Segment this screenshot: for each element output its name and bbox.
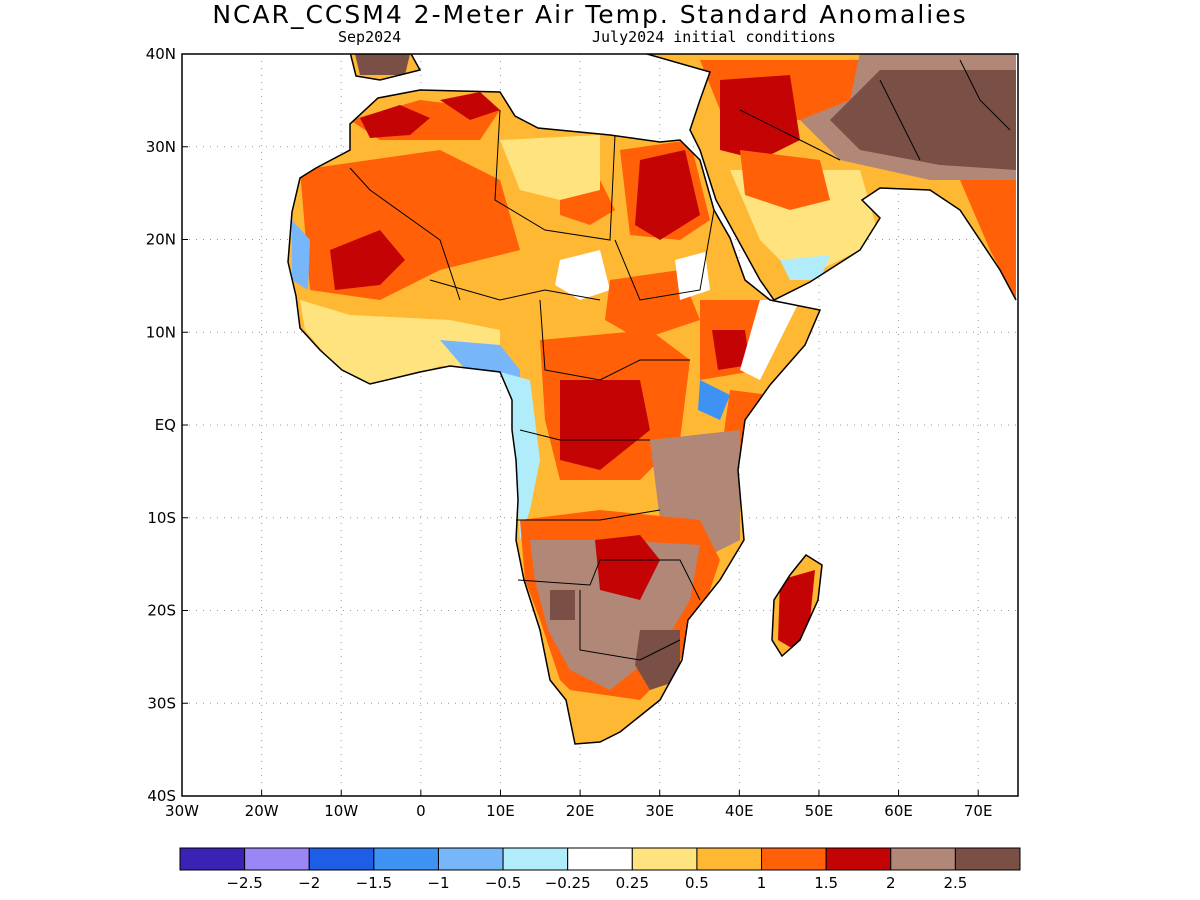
map-title: NCAR_CCSM4 2-Meter Air Temp. Standard An… — [212, 0, 968, 29]
country-borders — [349, 59, 1011, 661]
color-legend: −2.5 −2 −1.5 −1 −0.5 −0.25 0.25 0.5 1 1.5 2 2.5 — [179, 847, 1021, 892]
lon-tick-label: 40E — [725, 802, 754, 820]
legend-label: 2 — [886, 874, 896, 892]
lat-tick-label: 30N — [146, 138, 176, 156]
legend-label: −1 — [427, 874, 449, 892]
lat-tick-label: 10S — [147, 509, 176, 527]
plot-frame — [181, 53, 1019, 797]
lat-tick-label: 10N — [146, 323, 176, 341]
lat-tick-label: 20N — [146, 231, 176, 249]
legend-label: 2.5 — [943, 874, 967, 892]
legend-swatch — [890, 847, 956, 871]
lon-tick-label: 0 — [416, 802, 426, 820]
lon-tick-label: 30E — [645, 802, 674, 820]
lon-tick-label: 20W — [245, 802, 279, 820]
legend-swatch — [437, 847, 504, 871]
legend-swatch — [308, 847, 375, 871]
lon-tick-label: 10E — [486, 802, 515, 820]
legend-swatch — [373, 847, 439, 871]
lon-tick-label: 10W — [324, 802, 358, 820]
lon-tick-label: 20E — [566, 802, 595, 820]
legend-swatch — [954, 847, 1021, 871]
initial-conditions: July2024 initial conditions — [592, 28, 836, 46]
legend-swatch — [179, 847, 246, 871]
legend-label: 0.5 — [685, 874, 709, 892]
lon-tick-label: 60E — [884, 802, 913, 820]
lat-tick-label: 40N — [146, 45, 176, 63]
legend-swatch — [502, 847, 569, 871]
legend-label: −1.5 — [356, 874, 392, 892]
legend-label: −0.25 — [545, 874, 591, 892]
latitude-tick-labels: 40N 30N 20N 10N EQ 10S 20S 30S 40S — [146, 45, 176, 805]
legend-swatch — [825, 847, 892, 871]
lat-tick-label: EQ — [155, 416, 176, 434]
legend-label: 1.5 — [814, 874, 838, 892]
lon-tick-label: 30W — [165, 802, 199, 820]
legend-swatch — [567, 847, 633, 871]
lon-tick-label: 50E — [805, 802, 834, 820]
legend-swatch — [631, 847, 698, 871]
legend-swatch — [696, 847, 763, 871]
legend-swatch — [244, 847, 310, 871]
legend-label: −0.5 — [485, 874, 521, 892]
lat-tick-label: 30S — [147, 694, 176, 712]
legend-label: 0.25 — [616, 874, 649, 892]
lat-tick-label: 20S — [147, 602, 176, 620]
legend-swatch — [761, 847, 827, 871]
longitude-tick-labels: 30W 20W 10W 0 10E 20E 30E 40E 50E 60E 70E — [165, 802, 992, 820]
legend-label: −2 — [298, 874, 320, 892]
lat-tick-label: 40S — [147, 787, 176, 805]
legend-label: −2.5 — [226, 874, 262, 892]
legend-label: 1 — [757, 874, 767, 892]
lon-tick-label: 70E — [964, 802, 993, 820]
forecast-month: Sep2024 — [338, 28, 402, 46]
anomaly-shading — [288, 54, 1016, 744]
coastlines — [287, 54, 1017, 745]
